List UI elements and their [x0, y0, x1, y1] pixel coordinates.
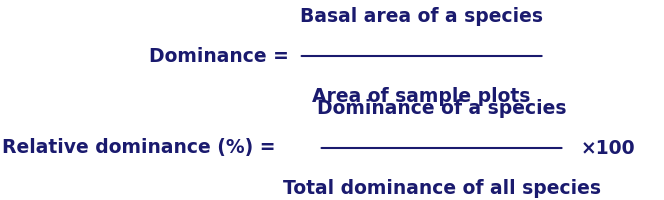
Text: Area of sample plots: Area of sample plots: [313, 86, 531, 106]
Text: Basal area of a species: Basal area of a species: [300, 6, 543, 25]
Text: Total dominance of all species: Total dominance of all species: [283, 178, 600, 198]
Text: ×100: ×100: [581, 138, 635, 158]
Text: Dominance of a species: Dominance of a species: [317, 98, 566, 117]
Text: Dominance =: Dominance =: [149, 46, 289, 66]
Text: Relative dominance (%) =: Relative dominance (%) =: [2, 138, 276, 158]
